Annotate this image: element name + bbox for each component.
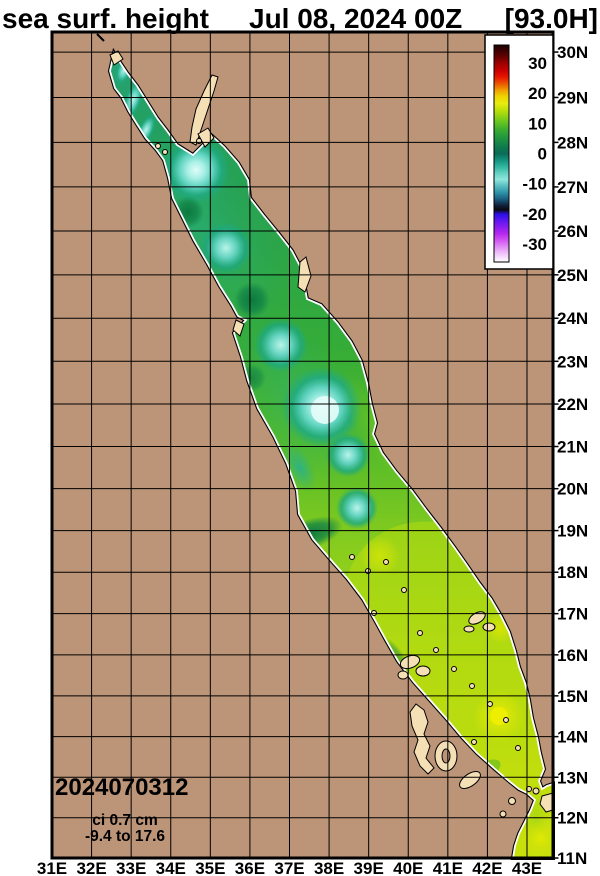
lat-label: 29N <box>557 88 588 107</box>
map-frame <box>50 30 555 860</box>
lon-label: 33E <box>116 859 146 876</box>
colorbar-tick-label: -10 <box>522 175 547 194</box>
strait-island <box>508 797 516 805</box>
colorbar-tick-label: 0 <box>538 145 547 164</box>
lon-label: 36E <box>235 859 265 876</box>
danakil-ring-center <box>441 748 451 764</box>
colorbar: 30 20 10 0 -10 -20 -30 <box>484 34 554 270</box>
island-dot <box>371 610 377 616</box>
annotation-init-time: 2024070312 <box>55 774 188 801</box>
lat-label: 25N <box>557 266 588 285</box>
lat-label: 17N <box>557 605 588 624</box>
lon-label: 42E <box>472 859 502 876</box>
lat-label: 13N <box>557 768 588 787</box>
island-dot <box>471 739 477 745</box>
colorbar-tick-label: 20 <box>528 84 547 103</box>
farasan-island <box>482 622 496 632</box>
island-dot <box>365 568 371 574</box>
longitude-labels: 31E 32E 33E 34E 35E 36E 37E 38E 39E 40E 41E 42E 43E <box>37 859 542 876</box>
island-dot <box>401 587 407 593</box>
lat-label: 27N <box>557 178 588 197</box>
lat-label: 12N <box>557 809 588 828</box>
annotation-contour-interval: ci 0.7 cm <box>92 812 158 829</box>
island-dot <box>155 143 161 149</box>
gulf-of-aqaba-mask <box>189 74 219 146</box>
suez-canal-lakes-mark <box>96 33 105 42</box>
lon-label: 35E <box>195 859 225 876</box>
danakil-depression <box>409 703 435 775</box>
island-dot <box>349 554 355 560</box>
lat-label: 16N <box>557 646 588 665</box>
lat-label: 19N <box>557 522 588 541</box>
lat-label: 20N <box>557 480 588 499</box>
title-valid-time: Jul 08, 2024 00Z <box>249 3 462 34</box>
lon-label: 34E <box>156 859 186 876</box>
lat-label: 28N <box>557 133 588 152</box>
lat-label: 15N <box>557 687 588 706</box>
island-dot <box>469 683 475 689</box>
lon-label: 43E <box>512 859 542 876</box>
island-dot <box>433 647 439 653</box>
lat-label: 14N <box>557 728 588 747</box>
title-forecast-hour: [93.0H] <box>505 3 598 34</box>
colorbar-tick-label: -30 <box>522 235 547 254</box>
island-dot <box>503 717 509 723</box>
lat-label: 21N <box>557 438 588 457</box>
latitude-labels: 30N 29N 28N 27N 26N 25N 24N 23N 22N 21N 20N 19N 18N 1… <box>557 43 588 868</box>
island-dot <box>451 666 457 672</box>
colorbar-tick-label: 10 <box>528 114 547 133</box>
lat-label: 23N <box>557 352 588 371</box>
island-dots <box>155 138 532 792</box>
farasan-island <box>463 625 475 633</box>
yemen-coast-notch <box>539 792 554 813</box>
lat-label: 22N <box>557 395 588 414</box>
assab-islands <box>459 771 481 789</box>
lon-label: 40E <box>393 859 423 876</box>
lat-label: 26N <box>557 222 588 241</box>
colorbar-tick-label: 30 <box>528 54 547 73</box>
island-dot <box>417 630 423 636</box>
island-dot <box>162 149 168 155</box>
dahlak-island <box>415 665 431 677</box>
colorbar-gradient <box>493 44 510 263</box>
lon-label: 41E <box>433 859 463 876</box>
strait-island <box>499 810 507 818</box>
dahlak-island <box>397 670 409 680</box>
island-dot <box>515 745 521 751</box>
colorbar-tick-labels: 30 20 10 0 -10 -20 -30 <box>522 54 547 254</box>
lat-label: 11N <box>557 849 587 868</box>
lat-label: 30N <box>557 43 588 62</box>
title-variable: sea surf. height <box>2 3 209 34</box>
island-dot <box>487 701 493 707</box>
lat-label: 24N <box>557 309 588 328</box>
lon-label: 39E <box>354 859 384 876</box>
lon-label: 32E <box>76 859 106 876</box>
lat-label: 18N <box>557 563 588 582</box>
shallow-sand-areas <box>109 50 554 818</box>
lon-label: 38E <box>314 859 344 876</box>
island-dot <box>383 559 389 565</box>
perim-island <box>532 787 540 795</box>
annotation-value-range: -9.4 to 17.6 <box>85 828 165 845</box>
colorbar-tick-label: -20 <box>522 205 547 224</box>
lon-label: 31E <box>37 859 67 876</box>
lon-label: 37E <box>274 859 304 876</box>
foul-bay-shoal <box>232 319 245 337</box>
axis-ticks <box>553 51 559 859</box>
